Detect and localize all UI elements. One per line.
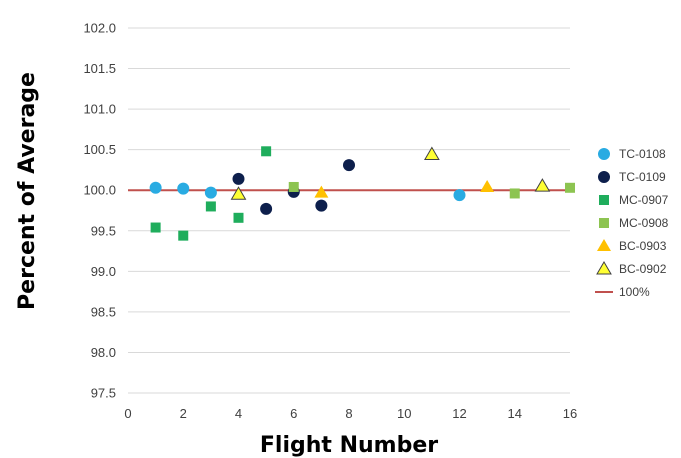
y-tick-label: 99.5 (91, 223, 116, 238)
point-bc-0903 (480, 179, 495, 192)
x-axis-ticks: 0 2 4 6 8 10 12 14 16 (124, 406, 577, 421)
point-mc-0908 (509, 188, 520, 199)
legend-label: TC-0108 (619, 147, 666, 161)
legend-label: BC-0903 (619, 239, 667, 253)
point-tc-0108 (149, 181, 162, 194)
point-mc-0908 (288, 181, 299, 192)
x-tick-label: 10 (397, 406, 411, 421)
y-tick-label: 98.5 (91, 304, 116, 319)
y-tick-label: 100.5 (83, 142, 116, 157)
y-tick-label: 101.0 (83, 102, 116, 117)
point-bc-0902 (424, 146, 440, 161)
x-tick-label: 2 (180, 406, 187, 421)
point-tc-0108 (204, 186, 217, 199)
point-mc-0907 (205, 201, 216, 212)
legend-marker-tc-0109 (598, 171, 610, 183)
point-bc-0902 (230, 186, 247, 200)
x-tick-label: 8 (345, 406, 352, 421)
legend-marker-bc-0903 (597, 239, 611, 251)
y-tick-label: 97.5 (91, 386, 116, 401)
x-tick-label: 6 (290, 406, 297, 421)
legend-label: BC-0902 (619, 262, 667, 276)
y-tick-label: 101.5 (83, 61, 116, 76)
x-tick-label: 4 (235, 406, 242, 421)
point-tc-0109 (260, 202, 273, 215)
point-mc-0907 (261, 146, 272, 157)
x-tick-label: 16 (563, 406, 577, 421)
legend-label: 100% (619, 285, 650, 299)
x-axis-title: Flight Number (260, 433, 438, 458)
legend-label: MC-0907 (619, 193, 669, 207)
legend-marker-bc-0902 (596, 261, 612, 275)
point-bc-0902 (534, 178, 551, 192)
y-axis-title: Percent of Average (15, 72, 40, 310)
point-tc-0108 (177, 182, 190, 195)
y-axis-ticks: 97.5 98.0 98.5 99.0 99.5 100.0 100.5 101.0 101.5… (83, 21, 116, 401)
point-mc-0907 (150, 222, 161, 233)
point-tc-0109 (315, 199, 328, 212)
gridlines (128, 27, 570, 394)
legend-label: TC-0109 (619, 170, 666, 184)
x-tick-label: 12 (452, 406, 466, 421)
legend-marker-tc-0108 (598, 148, 610, 160)
y-tick-label: 99.0 (91, 264, 116, 279)
point-tc-0108 (453, 189, 466, 202)
point-mc-0908 (565, 182, 575, 193)
y-tick-label: 102.0 (83, 21, 116, 36)
y-tick-label: 100.0 (83, 183, 116, 198)
legend: TC-0108 TC-0109 MC-0907 MC-0908 BC-0903 BC-09… (595, 147, 669, 299)
x-tick-label: 0 (124, 406, 131, 421)
point-tc-0109 (232, 172, 245, 185)
point-mc-0907 (178, 230, 189, 241)
point-bc-0903 (314, 185, 329, 198)
x-tick-label: 14 (508, 406, 522, 421)
data-points (149, 146, 575, 241)
y-tick-label: 98.0 (91, 345, 116, 360)
point-mc-0907 (233, 212, 244, 223)
point-tc-0109 (343, 159, 355, 172)
legend-marker-mc-0908 (599, 218, 609, 228)
legend-label: MC-0908 (619, 216, 669, 230)
legend-marker-mc-0907 (599, 195, 609, 205)
